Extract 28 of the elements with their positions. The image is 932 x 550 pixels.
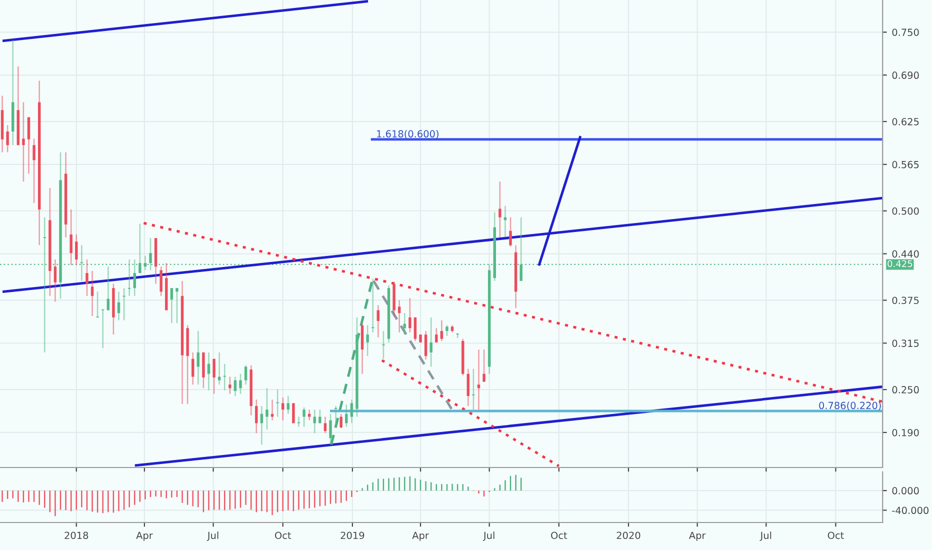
y-tick-label: 0.565	[892, 160, 919, 168]
y-tick-label: -40.000	[892, 506, 929, 514]
annotation: 1.618(0.600)	[377, 130, 438, 139]
y-tick-label: 0.190	[892, 428, 919, 436]
x-tick-label: Apr	[412, 532, 429, 541]
y-tick-label: 0.750	[892, 28, 919, 36]
y-tick-label: 0.690	[892, 72, 919, 79]
x-tick-label: Jul	[206, 532, 218, 541]
y-tick-label: 0.000	[892, 487, 919, 494]
y-tick-label: 0.250	[892, 386, 919, 394]
x-tick-label: Apr	[688, 532, 706, 541]
x-tick-label: Jul	[482, 532, 494, 541]
ref-line-label: 0.425	[888, 260, 912, 268]
x-tick-label: Oct	[274, 532, 292, 540]
candlestick	[292, 402, 295, 424]
x-tick-label: Jul	[760, 532, 772, 541]
y-tick-label: 0.500	[892, 207, 919, 215]
x-tick-label: 2019	[340, 532, 364, 540]
y-tick-label: 0.375	[892, 296, 919, 304]
y-tick-label: 0.440	[892, 250, 919, 258]
x-tick-label: Oct	[828, 532, 844, 540]
x-tick-label: Oct	[551, 532, 568, 540]
y-tick-label: 0.315	[892, 340, 919, 347]
annotation: 0.786(0.220)	[819, 402, 881, 410]
x-tick-label: Apr	[136, 532, 153, 541]
x-tick-label: 2018	[64, 532, 88, 540]
y-tick-label: 0.625	[892, 118, 919, 126]
x-tick-label: 2020	[616, 532, 640, 540]
